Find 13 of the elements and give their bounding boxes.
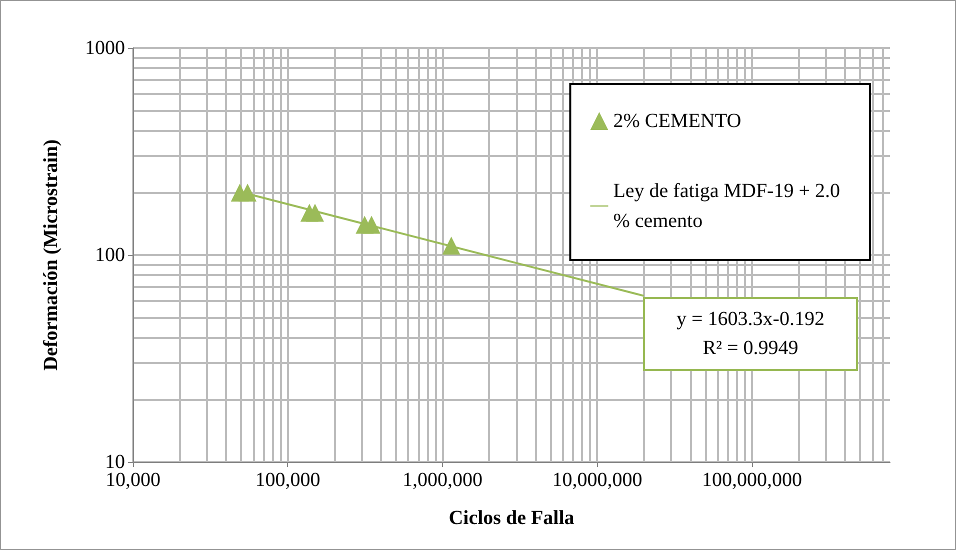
x-tick-label: 100,000 — [255, 469, 320, 491]
y-tick-label: 1000 — [85, 37, 125, 59]
x-tick-label: 10,000,000 — [552, 469, 642, 491]
y-tick-label: 100 — [95, 244, 125, 266]
y-axis-title: Deformación (Microstrain) — [40, 139, 62, 371]
x-tick-label: 100,000,000 — [702, 469, 802, 491]
annotation: y = 1603.3x-0.192 — [676, 307, 826, 332]
legend-label: Ley de fatiga MDF-19 + 2.0 % cemento — [613, 180, 840, 232]
legend-label: 2% CEMENTO — [613, 110, 742, 132]
x-tick-label: 1,000,000 — [402, 469, 482, 491]
x-axis-title: Ciclos de Falla — [448, 507, 574, 529]
equation-box: y = 1603.3x-0.192 R² = 0.9949 — [643, 297, 858, 371]
annotation: R² = 0.9949 — [702, 336, 800, 361]
